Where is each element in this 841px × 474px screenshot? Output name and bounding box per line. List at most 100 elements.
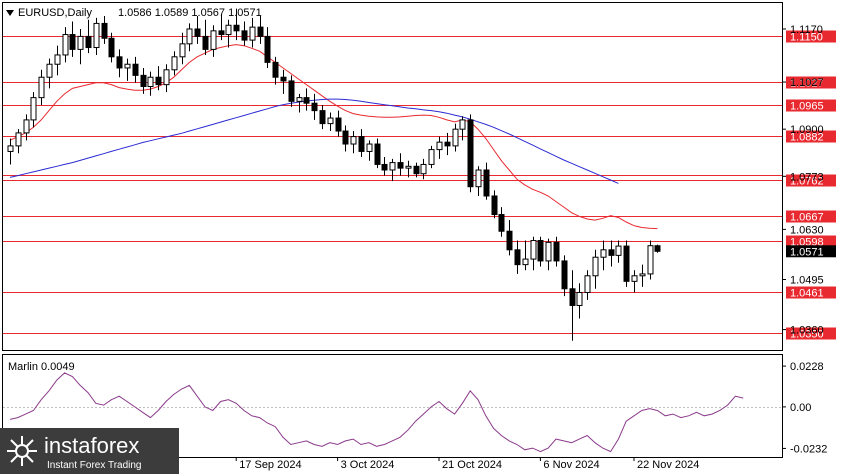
candle: [452, 123, 459, 152]
symbol-title: EURUSD,Daily: [18, 7, 92, 19]
candle: [194, 15, 201, 44]
fast-ma-line: [9, 44, 658, 230]
current-price-label: 1.0571: [790, 246, 824, 258]
candle: [225, 19, 232, 48]
logo-brand-text: instaforex: [44, 433, 139, 458]
candle: [272, 56, 279, 85]
candle: [592, 249, 599, 289]
candle: [280, 69, 287, 94]
candle: [366, 140, 373, 161]
level-label-box: [786, 99, 836, 112]
candle: [530, 236, 537, 271]
candle: [623, 240, 630, 287]
candle: [257, 15, 264, 44]
time-tick-label: 22 Nov 2024: [637, 459, 699, 471]
candle: [506, 220, 513, 256]
candle: [584, 270, 591, 300]
candle: [218, 14, 225, 41]
candle: [335, 110, 342, 137]
candle: [210, 25, 217, 57]
price-tick-label: 1.0360: [790, 325, 824, 337]
candle: [420, 158, 427, 180]
level-label: 1.0461: [790, 288, 824, 300]
candle: [186, 23, 193, 52]
price-tick-label: 1.1027: [790, 77, 824, 89]
candle: [62, 27, 69, 63]
logo-star-icon: [7, 436, 37, 466]
level-label: 1.0965: [790, 101, 824, 113]
candle: [444, 132, 451, 156]
time-tick-label: 6 Nov 2024: [543, 459, 599, 471]
current-price-box: [786, 245, 836, 258]
level-label: 1.0762: [790, 176, 824, 188]
candle: [69, 21, 76, 57]
candle: [342, 125, 349, 152]
candle: [537, 236, 544, 267]
candle: [179, 32, 186, 65]
candle: [38, 69, 45, 106]
candle: [7, 138, 14, 165]
candle: [155, 66, 162, 91]
indicator-tick-label: 0.00: [790, 402, 811, 414]
candle: [374, 138, 381, 169]
candle: [615, 240, 622, 263]
candle: [241, 21, 248, 46]
candle: [491, 190, 498, 219]
candle: [413, 162, 420, 178]
candle: [467, 114, 474, 193]
candle: [264, 27, 271, 68]
level-label-box: [786, 327, 836, 340]
time-tick-label: 3 Oct 2024: [341, 459, 395, 471]
time-tick-label: 17 Sep 2024: [239, 459, 301, 471]
candle: [23, 114, 30, 141]
candle: [296, 93, 303, 113]
candle: [631, 270, 638, 293]
level-label-box: [786, 76, 836, 89]
candle: [132, 56, 139, 83]
candle: [327, 112, 334, 132]
level-label: 1.0667: [790, 212, 824, 224]
price-tick-label: 1.0495: [790, 274, 824, 286]
price-tick-label: 1.1170: [790, 24, 823, 36]
candle: [545, 238, 552, 271]
time-axis: 17 Sep 2024 3 Oct 2024 21 Oct 2024 6 Nov 20…: [235, 457, 699, 471]
candle: [249, 17, 256, 48]
candle: [101, 15, 108, 44]
candles: [7, 8, 661, 341]
level-label: 1.1027: [790, 78, 824, 90]
candle: [288, 75, 295, 107]
price-tick-label: 1.0900: [790, 124, 824, 136]
candle: [108, 32, 115, 63]
candle: [459, 116, 466, 141]
candle: [522, 240, 529, 271]
candle: [436, 136, 443, 159]
candle: [233, 8, 240, 41]
candle: [553, 236, 560, 267]
candle: [654, 244, 661, 253]
indicator-axis: 0.0228 0.00 -0.0232: [782, 361, 827, 455]
indicator-tick-label: 0.0228: [790, 361, 824, 373]
level-label: 1.1150: [790, 32, 823, 44]
candle: [311, 93, 318, 120]
candle: [498, 207, 505, 237]
candle: [389, 158, 396, 182]
level-label: 1.0350: [790, 329, 824, 341]
candle: [608, 240, 615, 267]
candle: [569, 270, 576, 341]
candle: [561, 255, 568, 297]
candle: [319, 105, 326, 130]
instaforex-logo: instaforex Instant Forex Trading: [0, 428, 179, 474]
ohlc-readout: 1.0586 1.0589 1.0567 1.0571: [118, 7, 262, 19]
candle: [397, 153, 404, 176]
marlin-indicator: [3, 372, 782, 453]
candle: [358, 129, 365, 158]
price-tick-label: 1.0773: [790, 171, 824, 183]
candle: [600, 240, 607, 271]
candle: [576, 283, 583, 319]
marlin-line: [9, 372, 744, 453]
dropdown-triangle-icon[interactable]: [6, 10, 14, 16]
candle: [140, 67, 147, 94]
candle: [381, 157, 388, 176]
candle: [639, 264, 646, 287]
